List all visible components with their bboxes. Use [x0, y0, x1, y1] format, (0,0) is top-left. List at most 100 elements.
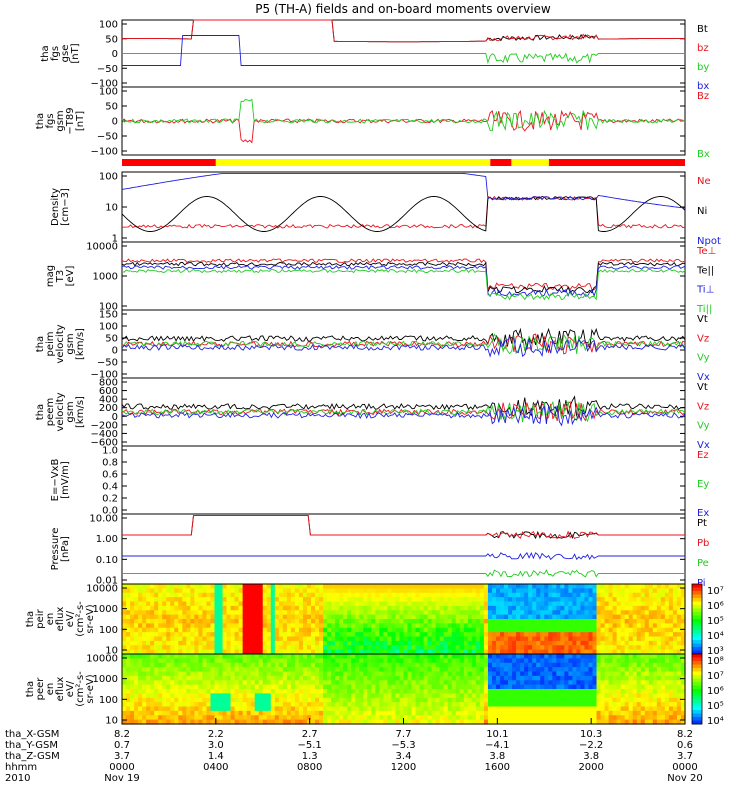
spectrogram-cell: [262, 719, 268, 725]
spectrogram-cell: [226, 706, 232, 712]
spectrogram-cell: [572, 605, 578, 611]
spectrogram-cell: [331, 710, 336, 716]
spectrogram-cell: [568, 706, 573, 712]
spectrogram-cell: [138, 632, 143, 638]
spectrogram-cell: [379, 689, 384, 694]
spectrogram-cell: [298, 662, 304, 668]
spectrogram-cell: [182, 689, 187, 694]
spectrogram-cell: [672, 632, 678, 638]
spectrogram-cell: [395, 654, 401, 659]
spectrogram-cell: [664, 671, 670, 677]
spectrogram-cell: [383, 619, 389, 624]
spectrogram-cell: [596, 636, 602, 642]
spectrogram-cell: [170, 601, 175, 607]
spectrogram-cell: [130, 601, 135, 607]
spectrogram-cell: [266, 605, 272, 611]
spectrogram-cell: [467, 693, 473, 699]
spectrogram-cell: [656, 719, 662, 725]
spectrogram-cell: [532, 597, 537, 603]
spectrogram-cell: [443, 588, 449, 594]
spectrogram-cell: [174, 715, 179, 721]
spectrogram-cell: [672, 610, 678, 616]
spectrogram-cell: [508, 588, 513, 594]
spectrogram-cell: [560, 623, 565, 629]
colorbar-label: 10⁷: [707, 671, 724, 682]
spectrogram-cell: [536, 610, 541, 616]
spectrogram-cell: [516, 715, 521, 721]
spectrogram-cell: [427, 697, 433, 703]
spectrogram-cell: [544, 697, 549, 703]
colorbar-cell: [692, 626, 702, 630]
spectrogram-cell: [367, 689, 372, 694]
spectrogram-cell: [664, 684, 670, 690]
spectrogram-cell: [572, 715, 578, 721]
spectrogram-cell: [644, 619, 650, 624]
spectrogram-cell: [520, 684, 525, 690]
spectrogram-cell: [294, 597, 300, 603]
spectrogram-cell: [226, 645, 232, 651]
spectrogram-cell: [138, 706, 143, 712]
spectrogram-cell: [588, 649, 594, 655]
spectrogram-cell: [311, 662, 316, 668]
spectrogram-cell: [556, 610, 561, 616]
spectrogram-cell: [174, 588, 179, 594]
spectrogram-cell: [262, 601, 268, 607]
spectrogram-cell: [383, 640, 389, 646]
spectrogram-cell: [234, 671, 240, 677]
spectrogram-cell: [186, 719, 191, 725]
spectrogram-cell: [234, 702, 240, 708]
spectrogram-cell: [447, 605, 453, 611]
y-tick-label: 1.00: [96, 534, 118, 545]
spectrogram-cell: [306, 697, 312, 703]
spectrogram-cell: [644, 715, 650, 721]
spectrogram-cell: [676, 719, 682, 725]
spectrogram-cell: [134, 614, 139, 620]
spectrogram-cell: [315, 662, 320, 668]
spectrogram-cell: [302, 597, 308, 603]
spectrogram-cell: [126, 592, 131, 598]
spectrogram-cell: [415, 654, 421, 659]
spectrogram-cell: [580, 605, 586, 611]
spectrogram-cell: [363, 640, 368, 646]
spectrogram-cell: [668, 719, 674, 725]
spectrogram-cell: [560, 662, 565, 668]
spectrogram-cell: [166, 680, 171, 686]
spectrogram-cell: [532, 697, 537, 703]
spectrogram-cell: [564, 654, 569, 659]
spectrogram-cell: [628, 680, 634, 686]
spectrogram-cell: [323, 706, 328, 712]
spectrogram-cell: [624, 671, 630, 677]
spectrogram-cell: [491, 697, 497, 703]
spectrogram-cell: [532, 588, 537, 594]
spectrogram-cell: [572, 697, 578, 703]
spectrogram-cell: [254, 601, 260, 607]
spectrogram-cell: [379, 623, 384, 629]
spectrogram-cell: [178, 675, 183, 681]
spectrogram-cell: [576, 610, 582, 616]
spectrogram-cell: [254, 636, 260, 642]
spectrogram-cell: [520, 702, 525, 708]
spectrogram-cell: [391, 671, 397, 677]
spectrogram-cell: [580, 706, 586, 712]
spectrogram-cell: [491, 619, 497, 624]
spectrogram-cell: [174, 623, 179, 629]
spectrogram-cell: [206, 654, 212, 659]
spectrogram-cell: [508, 645, 513, 651]
spectrogram-cell: [210, 640, 216, 646]
spectrogram-cell: [520, 584, 525, 589]
spectrogram-cell: [387, 675, 393, 681]
spectrogram-cell: [230, 610, 236, 616]
spectrogram-cell: [487, 675, 493, 681]
spectrogram-cell: [182, 719, 187, 725]
spectrogram-cell: [644, 671, 650, 677]
spectrogram-cell: [258, 654, 264, 659]
spectrogram-cell: [664, 640, 670, 646]
spectrogram-cell: [158, 658, 163, 664]
spectrogram-cell: [138, 675, 143, 681]
spectrogram-cell: [218, 597, 224, 603]
spectrogram-cell: [150, 662, 155, 668]
spectrogram-cell: [471, 632, 477, 638]
spectrogram-cell: [206, 605, 212, 611]
spectrogram-cell: [298, 597, 304, 603]
spectrogram-cell: [214, 645, 220, 651]
